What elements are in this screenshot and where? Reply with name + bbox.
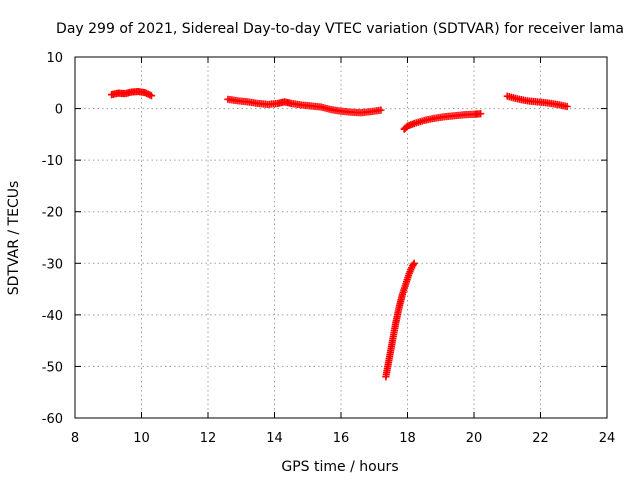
x-tick-label: 12 bbox=[200, 431, 217, 446]
series-segment-2 bbox=[224, 95, 385, 117]
x-tick-label: 18 bbox=[399, 431, 416, 446]
series-segment-4 bbox=[382, 259, 418, 381]
data-point bbox=[409, 260, 417, 269]
series-segment-3 bbox=[400, 110, 485, 133]
y-tick-label: -20 bbox=[42, 206, 63, 221]
x-tick-label: 16 bbox=[333, 431, 350, 446]
axes: 8 10 12 14 16 18 20 22 24 10 0 -10 -20 -30 -40 -50 -60 bbox=[42, 51, 616, 446]
x-tick-label: 8 bbox=[71, 431, 79, 446]
x-tick-label: 24 bbox=[599, 431, 616, 446]
y-tick-label: -60 bbox=[42, 412, 63, 427]
chart-title: Day 299 of 2021, Sidereal Day-to-day VTE… bbox=[56, 21, 624, 37]
x-axis-label: GPS time / hours bbox=[281, 459, 398, 475]
series-segment-1 bbox=[107, 87, 156, 100]
y-tick-label: -50 bbox=[42, 360, 63, 375]
y-tick-label: -40 bbox=[42, 309, 63, 324]
data-point bbox=[410, 259, 418, 267]
data-point bbox=[377, 106, 385, 114]
x-tick-label: 10 bbox=[133, 431, 150, 446]
y-tick-label: -10 bbox=[42, 154, 63, 169]
data-points bbox=[107, 87, 571, 381]
data-point bbox=[563, 102, 571, 111]
y-tick-label: -30 bbox=[42, 257, 63, 272]
x-tick-label: 20 bbox=[466, 431, 483, 446]
x-tick-label: 14 bbox=[266, 431, 283, 446]
x-tick-label: 22 bbox=[532, 431, 549, 446]
y-tick-label: 0 bbox=[55, 103, 63, 118]
y-axis-label: SDTVAR / TECUs bbox=[6, 181, 22, 296]
series-segment-5 bbox=[503, 92, 571, 111]
data-point bbox=[477, 110, 485, 118]
y-tick-label: 10 bbox=[46, 51, 63, 66]
data-point bbox=[147, 92, 156, 100]
